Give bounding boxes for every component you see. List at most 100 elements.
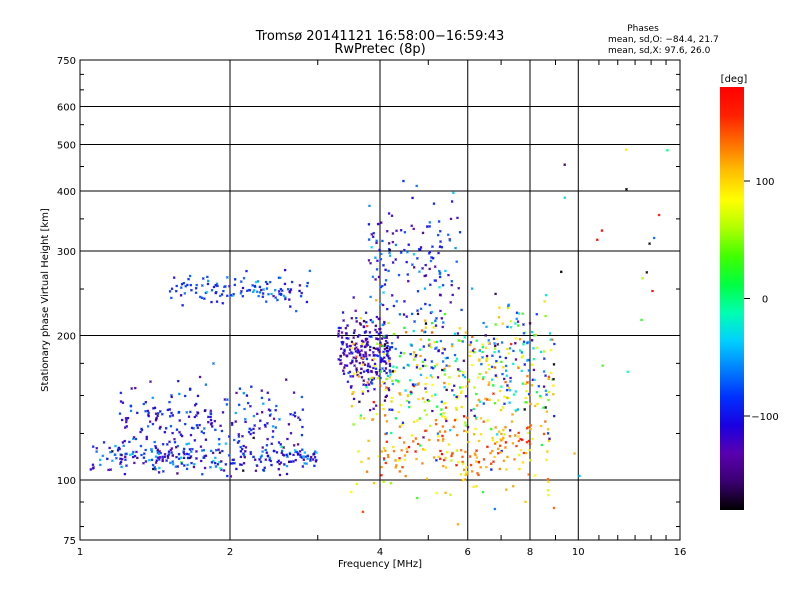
- data-point: [222, 469, 226, 472]
- data-point: [364, 352, 368, 356]
- data-point: [435, 491, 439, 495]
- data-point: [203, 409, 207, 413]
- data-point: [202, 456, 205, 460]
- data-point: [259, 288, 263, 292]
- data-point: [443, 430, 447, 433]
- data-point: [367, 457, 370, 460]
- data-point: [519, 437, 522, 441]
- data-point: [474, 416, 478, 420]
- data-point: [246, 401, 250, 405]
- data-point: [337, 332, 340, 336]
- data-point: [349, 361, 353, 365]
- data-point: [463, 478, 467, 481]
- data-point: [395, 299, 399, 303]
- data-point: [496, 342, 500, 346]
- data-point: [132, 461, 136, 465]
- data-point: [150, 448, 154, 451]
- data-point: [492, 460, 495, 464]
- data-point: [214, 448, 218, 452]
- data-point: [394, 243, 398, 247]
- data-point: [225, 275, 229, 279]
- data-point: [465, 430, 469, 434]
- data-point: [213, 419, 217, 423]
- data-point: [449, 300, 453, 304]
- data-point: [438, 229, 442, 233]
- data-point: [470, 363, 474, 367]
- data-point: [355, 346, 358, 350]
- data-point: [485, 354, 489, 358]
- data-point: [298, 450, 302, 453]
- data-point: [405, 260, 409, 264]
- phases-o-line: mean, sd,O: −84.4, 21.7: [608, 35, 719, 45]
- data-point: [440, 245, 444, 249]
- data-point: [514, 337, 518, 340]
- data-point: [440, 452, 444, 456]
- data-point: [532, 357, 536, 361]
- data-point: [287, 422, 291, 426]
- data-point: [210, 421, 214, 425]
- data-point: [367, 362, 370, 366]
- data-point: [478, 349, 482, 353]
- data-point: [455, 449, 459, 452]
- data-point: [288, 290, 292, 294]
- data-point: [383, 413, 387, 417]
- data-point: [221, 410, 225, 414]
- data-point: [486, 419, 489, 422]
- data-point: [195, 423, 199, 427]
- data-point: [214, 283, 218, 287]
- data-point: [494, 323, 498, 326]
- data-point: [131, 450, 135, 454]
- data-point: [171, 414, 175, 417]
- data-point: [444, 417, 448, 421]
- data-point: [209, 418, 213, 422]
- data-point: [102, 441, 106, 444]
- data-point: [365, 385, 369, 389]
- data-point: [170, 395, 174, 399]
- data-point: [225, 294, 229, 298]
- data-point: [409, 352, 413, 356]
- data-point: [462, 414, 466, 418]
- data-point: [353, 329, 357, 332]
- data-point: [352, 331, 356, 335]
- data-point: [433, 340, 436, 344]
- data-point: [359, 371, 363, 375]
- data-point: [194, 291, 198, 295]
- data-point: [371, 350, 375, 354]
- data-point: [525, 359, 529, 362]
- data-point: [359, 367, 363, 371]
- data-point: [382, 335, 386, 338]
- data-point: [418, 248, 422, 252]
- data-point: [287, 298, 291, 301]
- data-point: [498, 444, 502, 448]
- data-point: [499, 385, 503, 388]
- data-point: [279, 461, 283, 464]
- data-point: [651, 289, 654, 293]
- data-point: [546, 450, 549, 453]
- data-point: [382, 356, 386, 360]
- data-point: [190, 288, 193, 292]
- data-point: [238, 387, 242, 391]
- data-point: [368, 331, 372, 334]
- data-point: [437, 348, 441, 352]
- data-point: [506, 455, 509, 459]
- data-point: [387, 387, 390, 390]
- data-point: [179, 293, 183, 297]
- data-point: [518, 337, 522, 341]
- data-point: [478, 372, 482, 376]
- data-point: [359, 414, 363, 417]
- data-point: [450, 283, 454, 287]
- data-point: [355, 359, 358, 363]
- data-point: [458, 386, 462, 389]
- data-point: [435, 405, 439, 409]
- data-point: [401, 465, 404, 469]
- data-point: [397, 459, 401, 462]
- data-point: [396, 335, 400, 339]
- data-point: [479, 465, 483, 469]
- data-point: [371, 376, 374, 380]
- data-point: [251, 283, 254, 287]
- data-point: [493, 347, 497, 350]
- data-point: [378, 341, 382, 345]
- data-point: [378, 248, 381, 252]
- data-point: [399, 403, 403, 407]
- data-point: [339, 354, 343, 358]
